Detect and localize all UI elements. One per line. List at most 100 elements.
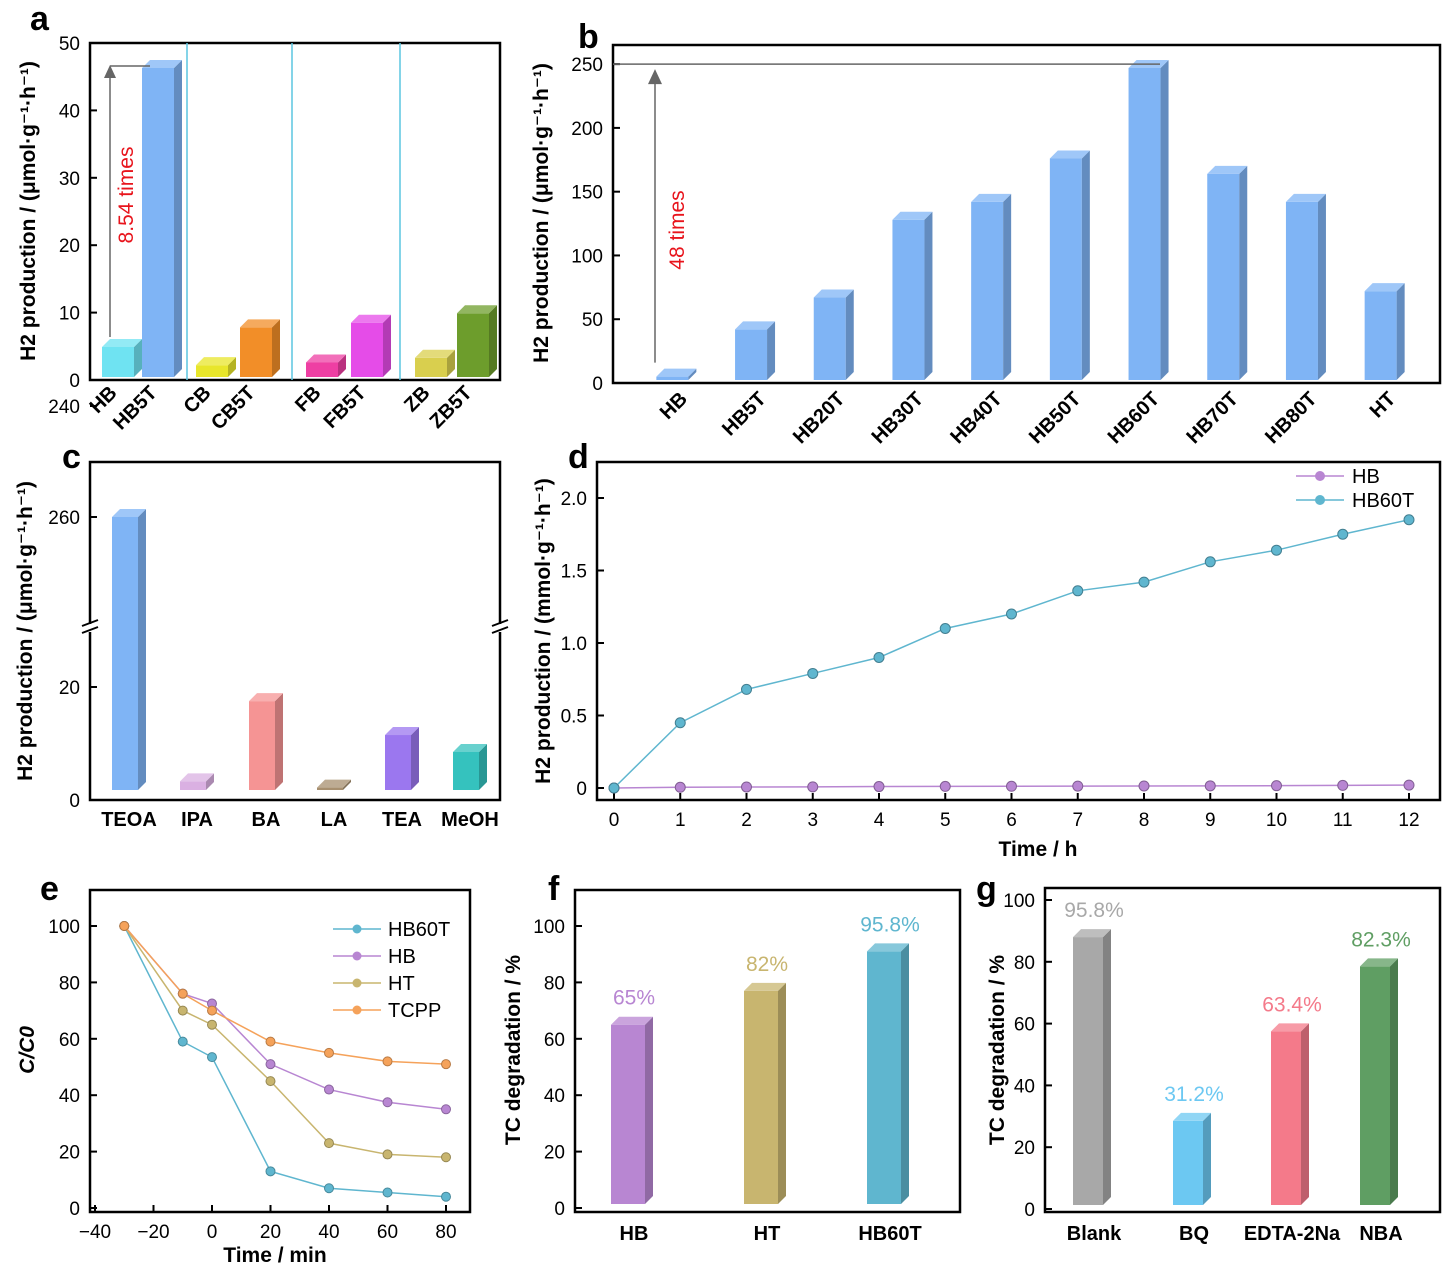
x-tick-label: HB5T — [718, 388, 770, 440]
bar-TEOA — [112, 509, 146, 790]
panel-label-d: d — [568, 438, 589, 476]
legend-marker-HB60T — [352, 924, 362, 934]
data-point-HB60T — [177, 1036, 188, 1047]
bar-TEA — [385, 727, 419, 790]
data-point-TCPP — [207, 1005, 217, 1016]
bar-CB5T-side — [272, 319, 280, 377]
x-tick-label: MeOH — [441, 809, 499, 831]
bar-EDTA-2Na-top — [1271, 1023, 1309, 1032]
x-tick-label: HB60T — [1104, 388, 1164, 448]
bar-HB5T-side — [174, 59, 182, 378]
y-tick-label: 40 — [59, 1086, 80, 1107]
y-axis-label: TC degradation / % — [986, 955, 1009, 1146]
y-tick-label: 40 — [59, 101, 80, 122]
x-tick-label: FB — [291, 382, 325, 416]
bar-HT-front — [744, 990, 778, 1204]
bar-HB70T-top — [1207, 165, 1248, 174]
bar-BQ-front — [1173, 1120, 1203, 1205]
y-tick-label: 30 — [59, 169, 80, 190]
x-tick-label: 9 — [1205, 810, 1216, 831]
bar-MeOH-top — [453, 743, 487, 752]
axis-break-gap-left — [86, 624, 94, 632]
bar-FB-side — [338, 354, 346, 377]
panel-label-g: g — [976, 870, 997, 908]
bar-BA-side — [275, 693, 283, 790]
data-point-HB60T — [324, 1183, 334, 1194]
bar-HB30T-front — [892, 219, 925, 380]
x-tick-label: IPA — [181, 809, 213, 831]
y-tick-label: 0 — [592, 374, 603, 395]
x-tick-label: 6 — [1006, 810, 1017, 831]
data-point-HT — [441, 1152, 451, 1163]
bar-BA-front — [249, 701, 275, 790]
bar-TEOA-front — [112, 517, 138, 790]
bar-LA — [317, 779, 351, 790]
x-axis-label: Time / min — [223, 1244, 326, 1267]
bar-HB-side — [688, 368, 697, 380]
chart-g: 0 20 40 60 80 100 95.8% Blank 31.2% BQ 63.4% EDTA-2… — [986, 886, 1442, 1245]
x-tick-label: HB80T — [1261, 388, 1321, 448]
data-point-HB — [382, 1097, 393, 1108]
data-label: 95.8% — [1064, 899, 1124, 922]
bar-BA — [249, 693, 283, 790]
chart-a-frame — [88, 41, 502, 382]
bar-ZB5T-side — [489, 305, 497, 377]
bar-HB5T — [142, 59, 182, 378]
x-tick-label: HB5T — [109, 382, 161, 434]
bar-HB30T — [892, 211, 933, 380]
panel-label-e: e — [40, 870, 59, 908]
data-label: 82.3% — [1351, 928, 1411, 951]
annotation-text: 8.54 times — [115, 147, 138, 244]
y-tick-label: 40 — [544, 1086, 565, 1107]
y-tick-label: 20 — [59, 1143, 80, 1164]
data-point-HB — [939, 780, 951, 792]
data-point-HB60T — [1204, 556, 1216, 568]
y-tick-label: 0 — [69, 791, 80, 812]
bar-Blank-top — [1073, 929, 1111, 938]
x-tick-label: TEA — [382, 809, 422, 831]
bar-HB60T-side — [901, 943, 909, 1204]
y-tick-label: 0 — [1024, 1200, 1035, 1221]
bar-HB50T-top — [1049, 150, 1090, 159]
x-tick-label: Blank — [1067, 1223, 1122, 1245]
data-point-TCPP — [177, 988, 188, 999]
bar-CB-side — [228, 357, 236, 377]
bar-TEA-top — [385, 727, 419, 736]
data-label: 63.4% — [1262, 993, 1322, 1016]
y-tick-label: 200 — [571, 119, 603, 140]
bar-HB60T-top — [867, 943, 909, 952]
legend-marker-HB — [352, 951, 362, 961]
y-tick-label: 0 — [69, 1199, 80, 1220]
x-tick-label: 10 — [1266, 810, 1287, 831]
axis-break-gap-right — [496, 624, 504, 632]
y-tick-label: 100 — [48, 917, 80, 938]
bar-HB5T-front — [142, 67, 174, 378]
x-tick-label: HT — [754, 1223, 781, 1245]
y-axis-label: H2 production / (μmol·g⁻¹·h⁻¹) — [17, 61, 40, 361]
bar-FB5T-front — [351, 322, 383, 377]
bar-ZB5T-front — [457, 313, 489, 377]
data-point-HB60T — [265, 1166, 276, 1177]
axis-break-mark-0 — [81, 626, 99, 634]
x-tick-label: HT — [1366, 388, 1400, 422]
bar-HB5T-side — [767, 321, 776, 380]
data-point-HB60T — [1138, 576, 1150, 588]
bar-HB20T — [813, 289, 854, 380]
bar-HB60T-side — [1160, 59, 1169, 380]
y-tick-label: 1.0 — [561, 634, 587, 655]
data-label: 95.8% — [860, 913, 920, 936]
bar-NBA-side — [1390, 958, 1398, 1205]
bar-HB5T-top — [735, 321, 776, 330]
bar-LA-front — [317, 787, 343, 790]
x-tick-label: HB30T — [868, 388, 928, 448]
bar-HB40T — [971, 193, 1012, 380]
x-tick-label: ZB — [400, 382, 434, 416]
bar-FB5T — [351, 314, 391, 377]
bar-HB50T-front — [1049, 158, 1082, 380]
x-tick-label: 40 — [318, 1222, 339, 1243]
chart-g-frame — [1043, 886, 1442, 1214]
chart-c-frame — [88, 460, 502, 802]
data-point-HB — [807, 781, 819, 793]
